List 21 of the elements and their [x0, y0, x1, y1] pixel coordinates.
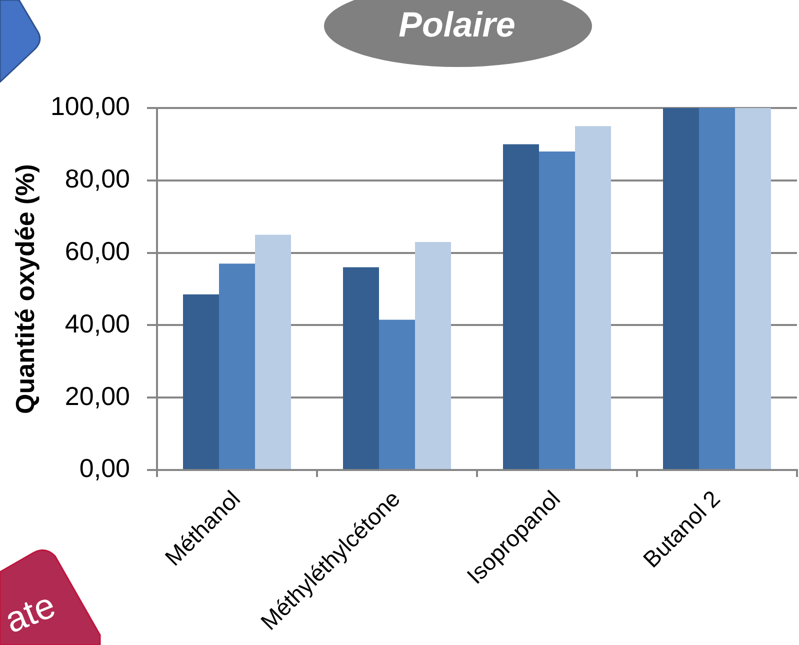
bar [255, 234, 291, 469]
y-tick-label: 100,00 [50, 91, 130, 122]
bar [735, 108, 771, 469]
bar [415, 242, 451, 469]
bar [503, 144, 539, 469]
bar [699, 108, 735, 469]
bar [183, 294, 219, 469]
bar [379, 320, 415, 469]
bar [663, 108, 699, 469]
y-tick-label: 0,00 [79, 453, 130, 484]
y-tick-label: 40,00 [64, 308, 130, 338]
chart-title: Polaire [398, 6, 516, 44]
y-axis-title: Quantité oxydée (%) [10, 164, 40, 414]
bar [539, 151, 575, 469]
bar [219, 264, 255, 469]
y-tick-label: 80,00 [64, 164, 130, 194]
bar [343, 267, 379, 469]
bar [575, 126, 611, 469]
text: ate [0, 584, 61, 641]
y-tick-label: 60,00 [64, 236, 130, 266]
y-tick-label: 20,00 [64, 380, 130, 411]
